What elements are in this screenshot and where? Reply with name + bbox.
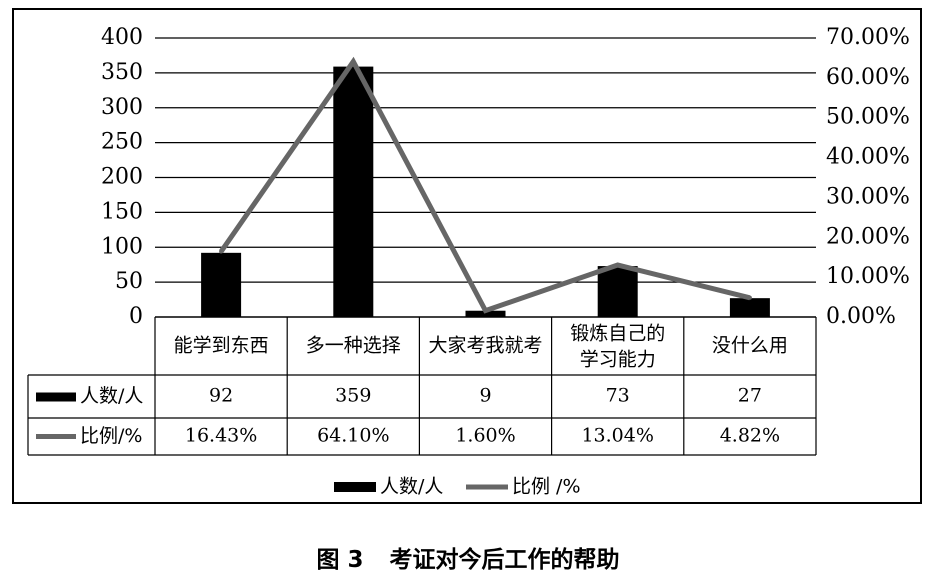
figure-title: 考证对今后工作的帮助	[389, 547, 620, 573]
line-point	[615, 263, 620, 268]
legend-label-ratio: 比例 /%	[512, 476, 581, 498]
category-label: 多一种选择	[306, 335, 401, 357]
bar	[333, 66, 374, 317]
table-legend-swatch-count	[36, 392, 76, 402]
bar	[597, 266, 638, 317]
legend-label-count: 人数/人	[380, 476, 443, 498]
figure-number: 图 3	[316, 547, 364, 573]
table-row-header-count: 人数/人	[80, 385, 143, 407]
left-axis-tick-label: 350	[101, 60, 143, 85]
left-axis-tick-label: 150	[101, 199, 143, 224]
right-axis-tick-label: 10.00%	[826, 264, 910, 289]
right-axis-tick-label: 0.00%	[826, 304, 896, 329]
line-point	[483, 308, 488, 313]
table-cell-ratio: 64.10%	[317, 425, 389, 447]
right-axis-tick-label: 20.00%	[826, 224, 910, 249]
category-label: 没什么用	[712, 335, 788, 357]
table-cell-ratio: 13.04%	[581, 425, 653, 447]
table-cell-ratio: 4.82%	[720, 425, 780, 447]
category-label: 能学到东西	[174, 335, 269, 357]
table-cell-count: 73	[606, 385, 630, 407]
bar	[729, 298, 770, 317]
right-axis-tick-label: 50.00%	[826, 105, 910, 130]
line-point	[219, 249, 224, 254]
bar	[201, 252, 242, 317]
left-axis-tick-label: 250	[101, 130, 143, 155]
left-axis-tick-label: 400	[101, 25, 143, 50]
table-row-header-ratio: 比例/%	[80, 425, 142, 447]
category-label: 学习能力	[580, 349, 656, 371]
line-point	[351, 59, 356, 64]
bar	[465, 310, 506, 317]
left-axis-tick-label: 50	[115, 269, 143, 294]
right-axis-tick-label: 60.00%	[826, 65, 910, 90]
figure-frame	[12, 8, 922, 504]
category-label: 大家考我就考	[428, 335, 542, 357]
left-axis-tick-label: 300	[101, 95, 143, 120]
legend-swatch-count	[334, 482, 376, 492]
table-cell-count: 9	[479, 385, 491, 407]
right-axis-tick-label: 40.00%	[826, 145, 910, 170]
series-line-ratio	[219, 56, 751, 314]
line-point	[747, 295, 752, 300]
table-cell-ratio: 1.60%	[455, 425, 515, 447]
right-axis-tick-label: 70.00%	[826, 25, 910, 50]
left-axis-tick-label: 0	[129, 304, 143, 329]
table-cell-count: 92	[209, 385, 233, 407]
table-cell-count: 359	[335, 385, 371, 407]
right-axis-tick-label: 30.00%	[826, 184, 910, 209]
left-axis-tick-label: 100	[101, 234, 143, 259]
table-cell-ratio: 16.43%	[185, 425, 257, 447]
table-cell-count: 27	[738, 385, 762, 407]
left-axis-tick-label: 200	[101, 165, 143, 190]
category-label: 锻炼自己的	[570, 323, 665, 345]
figure-caption: 图 3 考证对今后工作的帮助	[0, 540, 936, 574]
